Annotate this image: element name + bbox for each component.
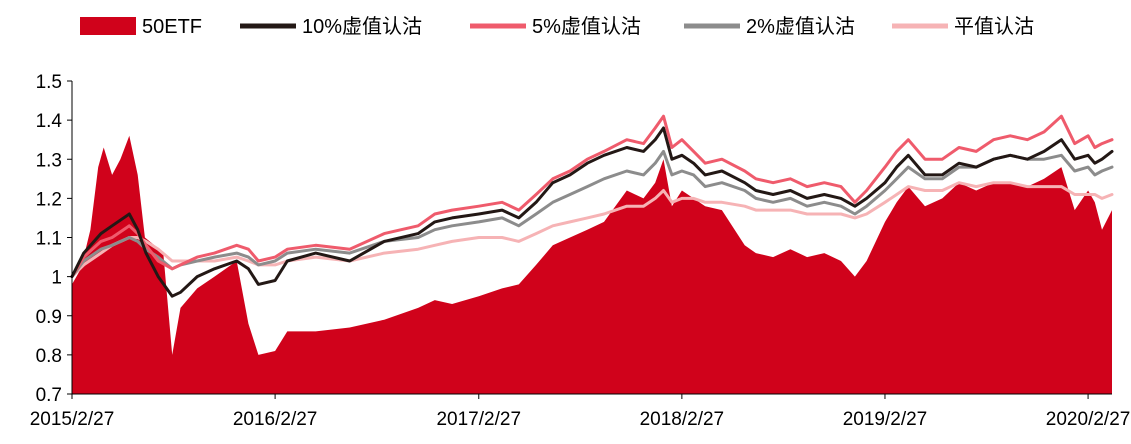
legend-label: 2%虚值认沽 (746, 15, 855, 38)
x-tick-label: 2019/2/27 (843, 409, 928, 430)
line-series-4 (70, 181, 1114, 279)
legend: 50ETF 10%虚值认沽 5%虚值认沽 2%虚值认沽 平值认沽 (80, 15, 1034, 38)
y-tick-label: 0.7 (36, 385, 62, 406)
y-tick-label: 1.4 (36, 111, 63, 132)
x-tick-label: 2018/2/27 (640, 409, 725, 430)
legend-item-2-3: 2%虚值认沽 (684, 15, 855, 38)
legend-swatch (80, 17, 136, 35)
y-tick-label: 1.5 (36, 72, 62, 93)
y-tick-label: 1.3 (36, 150, 62, 171)
legend-item-series-4: 平值认沽 (892, 15, 1034, 38)
line-10-1 (70, 126, 1114, 298)
y-axis-ticks: 1.5 1.4 1.3 1.2 1.1 1 0.9 0.8 0.7 (36, 72, 72, 406)
y-tick-label: 1 (51, 268, 62, 289)
x-tick-label: 2017/2/27 (436, 409, 521, 430)
line-5-2 (70, 114, 1114, 279)
series-lines (70, 114, 1114, 298)
legend-label: 平值认沽 (954, 15, 1034, 38)
y-tick-label: 0.9 (36, 307, 62, 328)
legend-label: 10%虚值认沽 (302, 15, 422, 38)
y-tick-label: 1.2 (36, 189, 62, 210)
x-tick-label: 2015/2/27 (30, 409, 115, 430)
line-2-3 (70, 149, 1114, 279)
x-tick-label: 2016/2/27 (233, 409, 318, 430)
series-area (72, 135, 1112, 395)
legend-item-50etf-0: 50ETF (80, 16, 202, 38)
y-tick-label: 0.8 (36, 346, 62, 367)
legend-label: 5%虚值认沽 (532, 15, 641, 38)
area-50etf-0 (72, 135, 1112, 395)
legend-label: 50ETF (142, 16, 202, 38)
legend-item-5-2: 5%虚值认沽 (470, 15, 641, 38)
x-axis-ticks: 2015/2/27 2016/2/27 2017/2/27 2018/2/27 2019… (30, 394, 1131, 430)
legend-item-10-1: 10%虚值认沽 (240, 15, 422, 38)
y-tick-label: 1.1 (36, 229, 62, 250)
x-tick-label: 2020/2/27 (1046, 409, 1131, 430)
